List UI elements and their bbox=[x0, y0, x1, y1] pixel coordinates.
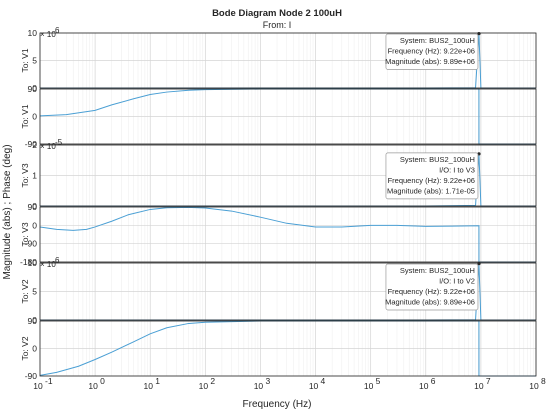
y-tick-label: 10 bbox=[28, 258, 38, 268]
scale-exponent-power: 6 bbox=[55, 256, 60, 265]
panel-border bbox=[39, 144, 537, 207]
x-tick-label: 10 4 bbox=[309, 376, 326, 391]
x-tick-label: 10 7 bbox=[474, 376, 491, 391]
y-tick-label: 90 bbox=[28, 202, 38, 212]
x-tick-exponent: 4 bbox=[321, 376, 326, 386]
x-axis-title: Frequency (Hz) bbox=[243, 399, 312, 410]
x-tick-base: 10 bbox=[529, 381, 539, 391]
x-tick-exponent: 5 bbox=[376, 376, 381, 386]
panel-border bbox=[39, 32, 537, 89]
panel-border bbox=[39, 320, 537, 377]
panel-y-label: To: V1 bbox=[20, 104, 30, 128]
y-tick-label: 0 bbox=[32, 83, 37, 93]
x-tick-exponent: 6 bbox=[431, 376, 436, 386]
y-tick-label: -90 bbox=[25, 239, 38, 249]
scale-exponent-power: 6 bbox=[55, 26, 60, 35]
panel-y-label: To: V3 bbox=[20, 163, 30, 187]
datatip-line: Frequency (Hz): 9.22e+06 bbox=[388, 47, 475, 56]
x-tick-exponent: 0 bbox=[100, 376, 105, 386]
y-tick-label: 0 bbox=[32, 220, 37, 230]
x-tick-base: 10 bbox=[254, 381, 264, 391]
x-tick-exponent: -1 bbox=[45, 376, 53, 386]
datatip-line: System: BUS2_100uH bbox=[400, 36, 475, 45]
x-tick-label: 10 6 bbox=[419, 376, 436, 391]
y-tick-label: -90 bbox=[25, 371, 38, 381]
y-tick-label: 2 bbox=[32, 140, 37, 150]
x-tick-base: 10 bbox=[419, 381, 429, 391]
x-tick-label: 10 2 bbox=[199, 376, 216, 391]
plot-area bbox=[40, 207, 536, 262]
panel-border bbox=[39, 206, 537, 263]
datatip-line: Magnitude (abs): 9.89e+06 bbox=[385, 298, 475, 307]
y-tick-label: 10 bbox=[28, 28, 38, 38]
chart-title: Bode Diagram Node 2 100uH bbox=[212, 8, 342, 19]
y-tick-label: 90 bbox=[28, 84, 38, 94]
y-tick-label: 5 bbox=[32, 287, 37, 297]
x-tick-base: 10 bbox=[474, 381, 484, 391]
x-tick-exponent: 3 bbox=[265, 376, 270, 386]
datatip-line: Magnitude (abs): 9.89e+06 bbox=[385, 57, 475, 66]
y-axis-title: Magnitude (abs) ; Phase (deg) bbox=[2, 144, 13, 279]
series-line bbox=[39, 206, 536, 263]
panel-y-label: To: V3 bbox=[20, 222, 30, 246]
panel-y-label: To: V1 bbox=[20, 48, 30, 72]
y-tick-label: -90 bbox=[25, 139, 38, 149]
panel-y-label: To: V2 bbox=[20, 279, 30, 303]
panel-1-magnitude: 0 5 10 To: V1 × 10 6 System: BUS2_100uH Frequen… bbox=[20, 26, 537, 93]
y-tick-label: 90 bbox=[28, 316, 38, 326]
y-tick-label: 1 bbox=[32, 171, 37, 181]
datatip-line: I/O: I to V2 bbox=[439, 277, 475, 286]
datatip-marker bbox=[477, 32, 481, 36]
y-tick-label: 5 bbox=[32, 56, 37, 66]
x-tick-base: 10 bbox=[33, 381, 43, 391]
x-tick-base: 10 bbox=[364, 381, 374, 391]
x-tick-base: 10 bbox=[309, 381, 319, 391]
panel-border bbox=[39, 262, 537, 321]
panel-border bbox=[39, 88, 537, 145]
y-tick-label: 0 bbox=[32, 315, 37, 325]
datatip-line: I/O: I to V3 bbox=[439, 165, 475, 174]
x-tick-labels: 10 -1 10 0 10 1 10 2 10 3 10 4 10 5 10 6 10 7 10 8 bbox=[33, 376, 546, 391]
scale-exponent-prefix: × 10 bbox=[40, 260, 56, 269]
scale-exponent-prefix: × 10 bbox=[40, 142, 56, 151]
datatip-box bbox=[385, 263, 479, 311]
x-tick-exponent: 7 bbox=[486, 376, 491, 386]
x-tick-label: 10 0 bbox=[88, 376, 105, 391]
y-tick-label: 0 bbox=[32, 112, 37, 122]
x-tick-exponent: 8 bbox=[541, 376, 546, 386]
x-tick-exponent: 2 bbox=[210, 376, 215, 386]
datatip-marker bbox=[477, 262, 481, 266]
chart-subtitle: From: I bbox=[263, 20, 292, 30]
panel-5-magnitude: 0 5 10 To: V2 × 10 6 System: BUS2_100uH I/O: I … bbox=[20, 256, 537, 325]
x-tick-label: 10 5 bbox=[364, 376, 381, 391]
datatip-line: Frequency (Hz): 9.22e+06 bbox=[388, 287, 475, 296]
x-tick-label: 10 3 bbox=[254, 376, 271, 391]
x-tick-label: 10 8 bbox=[529, 376, 546, 391]
x-tick-exponent: 1 bbox=[155, 376, 160, 386]
datatip-box bbox=[385, 33, 479, 70]
datatip-line: Frequency (Hz): 9.22e+06 bbox=[388, 176, 475, 185]
datatip-line: Magnitude (abs): 1.71e-05 bbox=[387, 186, 475, 195]
datatip-line: System: BUS2_100uH bbox=[400, 266, 475, 275]
y-tick-label: 0 bbox=[32, 344, 37, 354]
datatip-box bbox=[385, 152, 479, 200]
datatip-line: System: BUS2_100uH bbox=[400, 155, 475, 164]
x-tick-label: 10 1 bbox=[143, 376, 160, 391]
x-tick-base: 10 bbox=[143, 381, 153, 391]
scale-exponent-power: -5 bbox=[55, 138, 63, 147]
y-tick-label: -180 bbox=[20, 257, 37, 267]
panel-y-label: To: V2 bbox=[20, 336, 30, 360]
x-tick-label: 10 -1 bbox=[33, 376, 53, 391]
x-tick-base: 10 bbox=[199, 381, 209, 391]
y-tick-label: 0 bbox=[32, 201, 37, 211]
scale-exponent-prefix: × 10 bbox=[40, 30, 56, 39]
x-tick-base: 10 bbox=[88, 381, 98, 391]
